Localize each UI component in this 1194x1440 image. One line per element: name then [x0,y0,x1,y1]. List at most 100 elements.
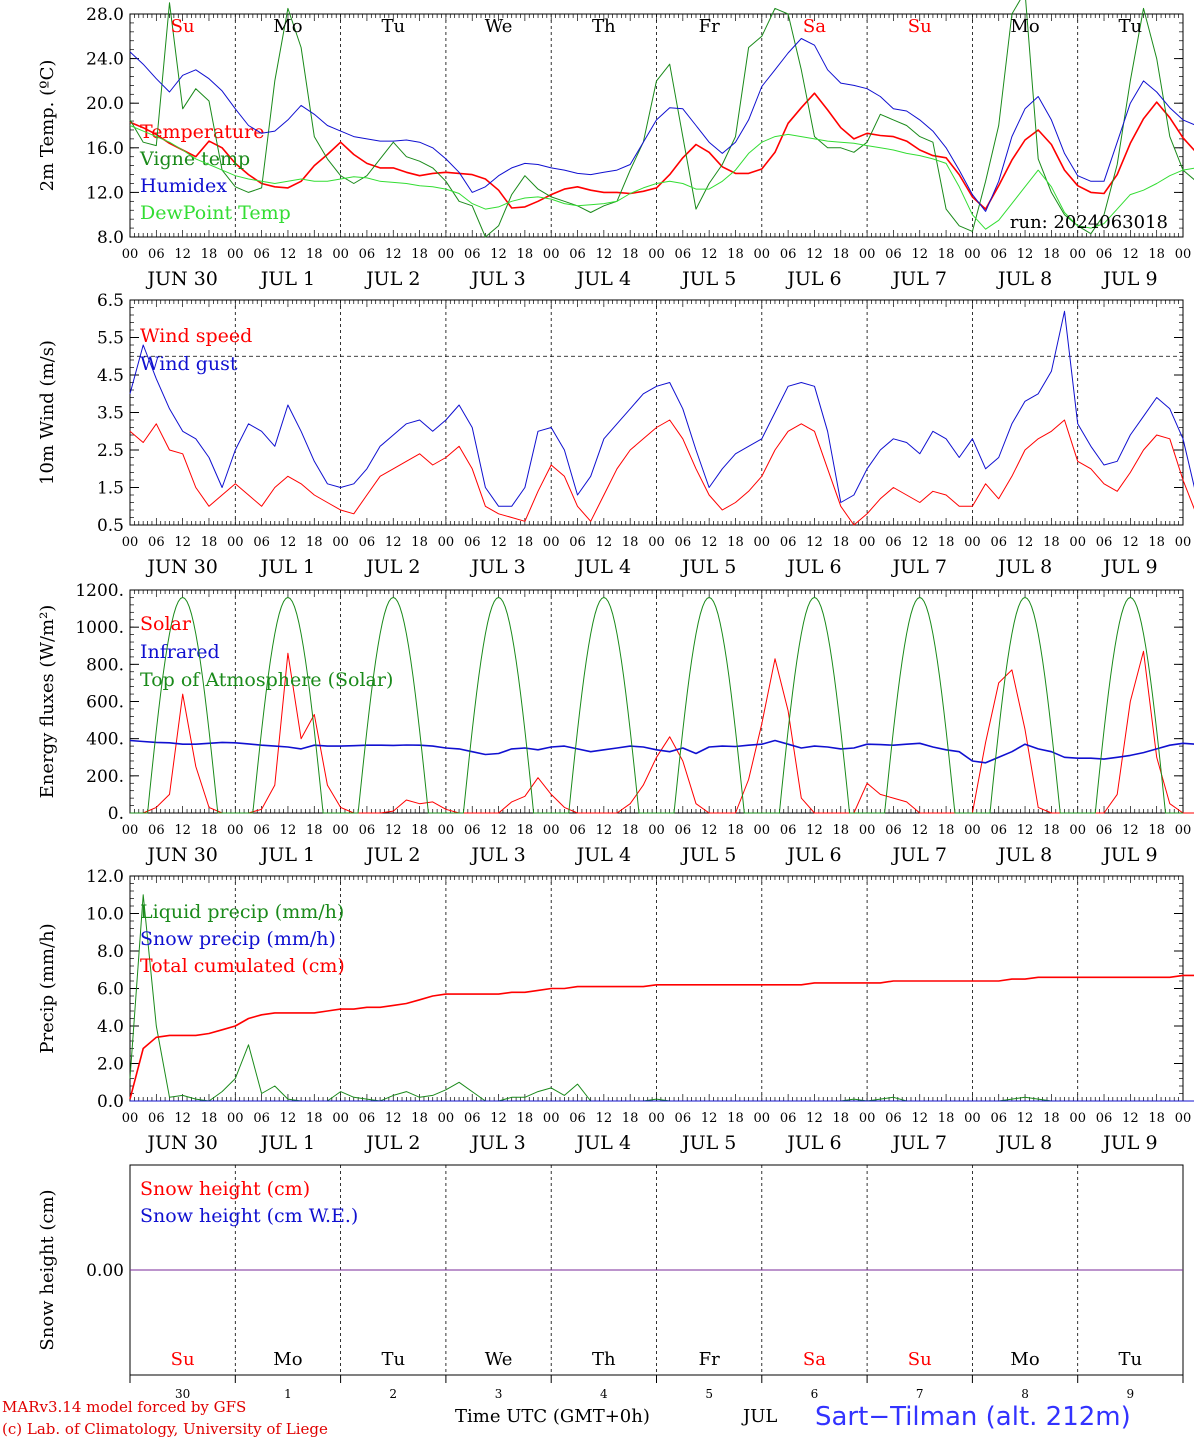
weekday-label: Fr [699,16,720,37]
x-hour-label: 00 [332,1111,349,1126]
weekday-label: Mo [273,1349,302,1370]
y-tick-label: 1200. [75,581,124,601]
x-hour-label: 06 [148,1111,165,1126]
x-hour-label: 00 [1175,247,1192,262]
x-hour-label: 00 [227,1111,244,1126]
y-tick-label: 0.0 [97,1092,124,1112]
series-line [129,310,1194,507]
x-date-label: JUL 2 [364,844,420,866]
y-tick-label: 2.0 [97,1055,124,1075]
x-hour-label: 00 [122,823,139,838]
x-date-label: JUL 7 [891,556,947,578]
legend-entry: Wind speed [140,325,252,347]
x-hour-label: 06 [253,535,270,550]
weekday-label: Tu [1119,1349,1143,1370]
x-hour-label: 00 [648,823,665,838]
x-hour-label: 18 [938,1111,955,1126]
x-hour-label: 06 [1096,1111,1113,1126]
run-annotation: run: 2024063018 [1010,212,1168,233]
x-date-label: JUL 8 [996,556,1052,578]
series-line [129,125,1194,230]
panel-2: 0.5 1.5 2.5 3.5 4.5 5.5 6.5 10m Wind (m/s) Wind … [37,291,1194,578]
x-hour-label: 18 [1043,535,1060,550]
plot-frame [129,589,1184,814]
x-date-label: JUL 8 [996,844,1052,866]
x-hour-label: 06 [1096,823,1113,838]
station-title: Sart−Tilman (alt. 212m) [815,1402,1131,1432]
weekday-label: Sa [803,1349,826,1370]
x-hour-label: 18 [938,823,955,838]
y-tick-label: 1000. [75,618,124,638]
x-hour-label: 12 [490,247,507,262]
x-hour-label: 12 [911,247,928,262]
x-hour-label: 00 [227,247,244,262]
x-date-label: JUL 7 [891,844,947,866]
x-date-label: JUL 1 [259,556,315,578]
x-hour-label: 12 [701,247,718,262]
weekday-label: Mo [1010,1349,1039,1370]
x-hour-label: 18 [622,535,639,550]
x-date-label: JUL 5 [680,844,736,866]
x-date-label: JUL 4 [575,1132,631,1154]
x-date-label: JUL 4 [575,268,631,290]
y-tick-label: 800. [86,655,124,675]
x-hour-label: 18 [833,1111,850,1126]
x-hour-label: 12 [490,1111,507,1126]
x-date-label: JUL 5 [680,1132,736,1154]
x-hour-label: 06 [780,247,797,262]
x-hour-label: 12 [174,247,191,262]
x-hour-label: 18 [306,247,323,262]
x-hour-label: 00 [438,1111,455,1126]
x-hour-label: 00 [964,247,981,262]
x-hour-label: 12 [280,823,297,838]
x-hour-label: 00 [1175,1111,1192,1126]
x-hour-label: 06 [675,535,692,550]
x-hour-label: 00 [438,823,455,838]
x-hour-label: 06 [780,1111,797,1126]
x-hour-label: 06 [569,1111,586,1126]
credit-line-2: (c) Lab. of Climatology, University of L… [2,1420,328,1438]
x-hour-label: 12 [385,1111,402,1126]
x-hour-label: 00 [1069,823,1086,838]
x-hour-label: 06 [1096,247,1113,262]
x-date-label: JUN 30 [145,556,217,578]
x-hour-label: 18 [833,535,850,550]
x-hour-label: 18 [306,1111,323,1126]
weekday-label: Mo [1010,16,1039,37]
x-date-label: JUL 3 [469,1132,525,1154]
x-hour-label: 06 [885,535,902,550]
legend-entry: Top of Atmosphere (Solar) [140,669,393,691]
x-hour-label: 06 [780,823,797,838]
x-hour-label: 18 [201,535,218,550]
x-date-label: JUN 30 [145,844,217,866]
x-hour-label: 00 [754,247,771,262]
y-tick-label: 4.5 [97,366,124,386]
x-hour-label: 18 [201,247,218,262]
x-date-label: JUL 1 [259,844,315,866]
y-tick-label: 24.0 [86,50,124,70]
x-hour-label: 00 [543,247,560,262]
weekday-label: Th [592,1349,616,1370]
x-hour-label: 00 [859,823,876,838]
x-date-label: JUL 8 [996,1132,1052,1154]
x-hour-label: 00 [754,535,771,550]
month-label: JUL [743,1406,778,1427]
weekday-label: Fr [699,1349,720,1370]
x-hour-label: 12 [490,823,507,838]
x-hour-label: 06 [253,1111,270,1126]
x-hour-label: 12 [280,1111,297,1126]
legend-entry: Total cumulated (cm) [140,955,345,977]
y-tick-label: 10.0 [86,905,124,925]
x-hour-label: 12 [1017,535,1034,550]
y-tick-label: 200. [86,767,124,787]
y-tick-label: 20.0 [86,94,124,114]
x-hour-label: 18 [306,823,323,838]
legend-entry: Snow height (cm W.E.) [140,1205,358,1227]
x-hour-label: 06 [253,823,270,838]
series-line [129,894,1194,1102]
x-date-label: JUL 5 [680,556,736,578]
x-hour-label: 12 [174,535,191,550]
weekday-label: We [485,1349,513,1370]
x-hour-label: 00 [332,535,349,550]
